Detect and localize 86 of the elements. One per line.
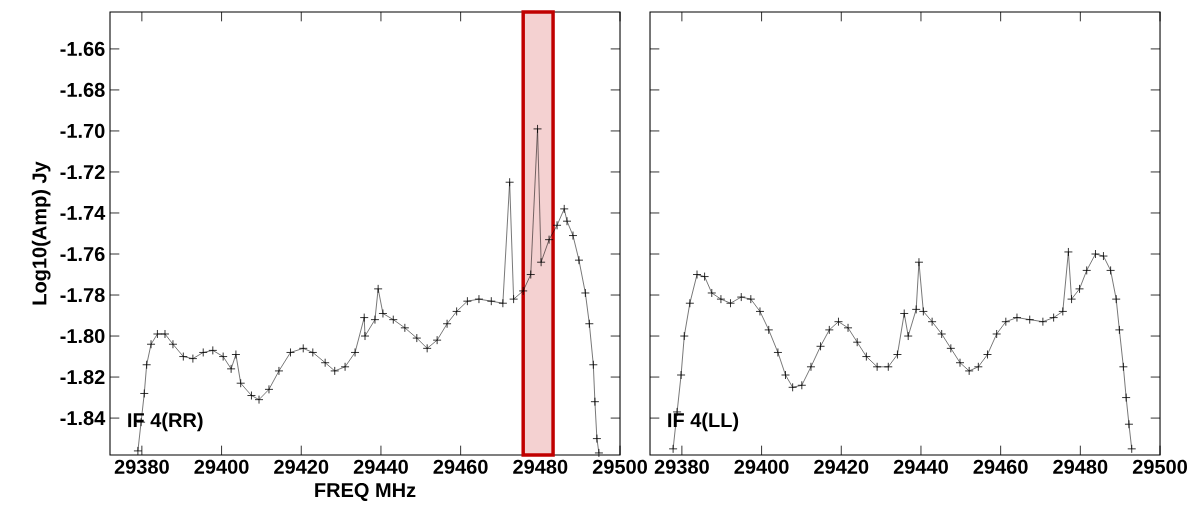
point: [685, 298, 695, 308]
x-tick-label: 29460: [973, 459, 1028, 474]
y-tick-label: -1.74: [60, 206, 106, 220]
y-tick-label: -1.80: [60, 328, 105, 344]
point: [746, 294, 756, 304]
x-tick-label: 29500: [1132, 459, 1187, 474]
y-tick-label: -1.78: [60, 287, 105, 303]
point: [1124, 419, 1134, 429]
x-tick-label: 29420: [274, 459, 329, 474]
y-tick-label: -1.76: [60, 246, 105, 262]
x-tick-label: 29440: [353, 459, 408, 474]
point: [903, 331, 913, 341]
point: [911, 304, 921, 314]
point: [824, 325, 834, 335]
x-tick-label: 29380: [654, 459, 709, 474]
point: [1058, 307, 1068, 316]
point: [806, 362, 816, 372]
point: [973, 362, 983, 372]
point: [852, 337, 862, 347]
point: [736, 292, 746, 302]
y-tick-label: -1.68: [60, 82, 105, 97]
point: [946, 343, 956, 353]
y-tick-label: -1.70: [60, 123, 105, 139]
point: [955, 358, 965, 368]
x-axis-title: FREQ MHz: [315, 483, 416, 501]
point: [764, 325, 774, 335]
point: [692, 270, 702, 279]
point: [964, 366, 974, 376]
point: [1001, 317, 1011, 327]
point: [788, 382, 798, 392]
point: [1127, 444, 1137, 454]
point: [1067, 294, 1076, 304]
point: [707, 288, 717, 298]
point: [797, 380, 807, 390]
point: [1082, 266, 1092, 275]
point: [861, 352, 871, 361]
x-tick-label: 29480: [513, 459, 568, 474]
annotation: IF 4(RR): [128, 412, 203, 432]
point: [1106, 266, 1116, 275]
x-tick-label: 29380: [114, 459, 169, 474]
point: [1121, 393, 1131, 402]
point: [1012, 313, 1022, 322]
point: [992, 329, 1002, 339]
y-tick-label: -1.66: [60, 41, 105, 56]
point: [1118, 362, 1128, 372]
point: [872, 362, 882, 372]
point: [1038, 317, 1048, 327]
point: [927, 317, 937, 327]
point: [883, 362, 893, 372]
x-tick-label: 29400: [194, 459, 249, 474]
point: [937, 329, 947, 339]
point: [893, 350, 902, 359]
point: [843, 323, 853, 333]
point: [1114, 325, 1124, 335]
y-axis-title: Log10(Amp) Jy: [31, 161, 51, 305]
point: [773, 348, 783, 357]
point: [918, 307, 928, 316]
x-tick-label: 29500: [592, 459, 647, 474]
point: [781, 370, 790, 380]
x-tick-label: 29440: [893, 459, 948, 474]
x-tick-label: 29460: [433, 459, 488, 474]
y-tick-label: -1.84: [60, 411, 106, 426]
x-tick-label: 29420: [814, 459, 869, 474]
point: [668, 444, 678, 454]
point: [899, 309, 909, 318]
y-tick-label: -1.72: [60, 164, 105, 179]
point: [716, 294, 726, 304]
point: [914, 257, 924, 267]
point: [1063, 247, 1073, 257]
point: [755, 307, 765, 316]
point: [676, 370, 686, 380]
point: [700, 272, 709, 281]
x-tick-label: 29400: [734, 459, 789, 474]
annotation: IF 4(LL): [668, 412, 739, 432]
point: [1111, 294, 1121, 304]
point: [1025, 315, 1035, 325]
point: [679, 331, 689, 341]
point: [1091, 249, 1100, 259]
point: [726, 298, 735, 308]
x-tick-label: 29480: [1053, 459, 1108, 474]
y-tick-label: -1.82: [60, 369, 105, 385]
point: [1049, 313, 1059, 322]
point: [1099, 251, 1108, 261]
point: [834, 317, 843, 327]
point: [816, 341, 825, 351]
point: [1075, 284, 1084, 294]
